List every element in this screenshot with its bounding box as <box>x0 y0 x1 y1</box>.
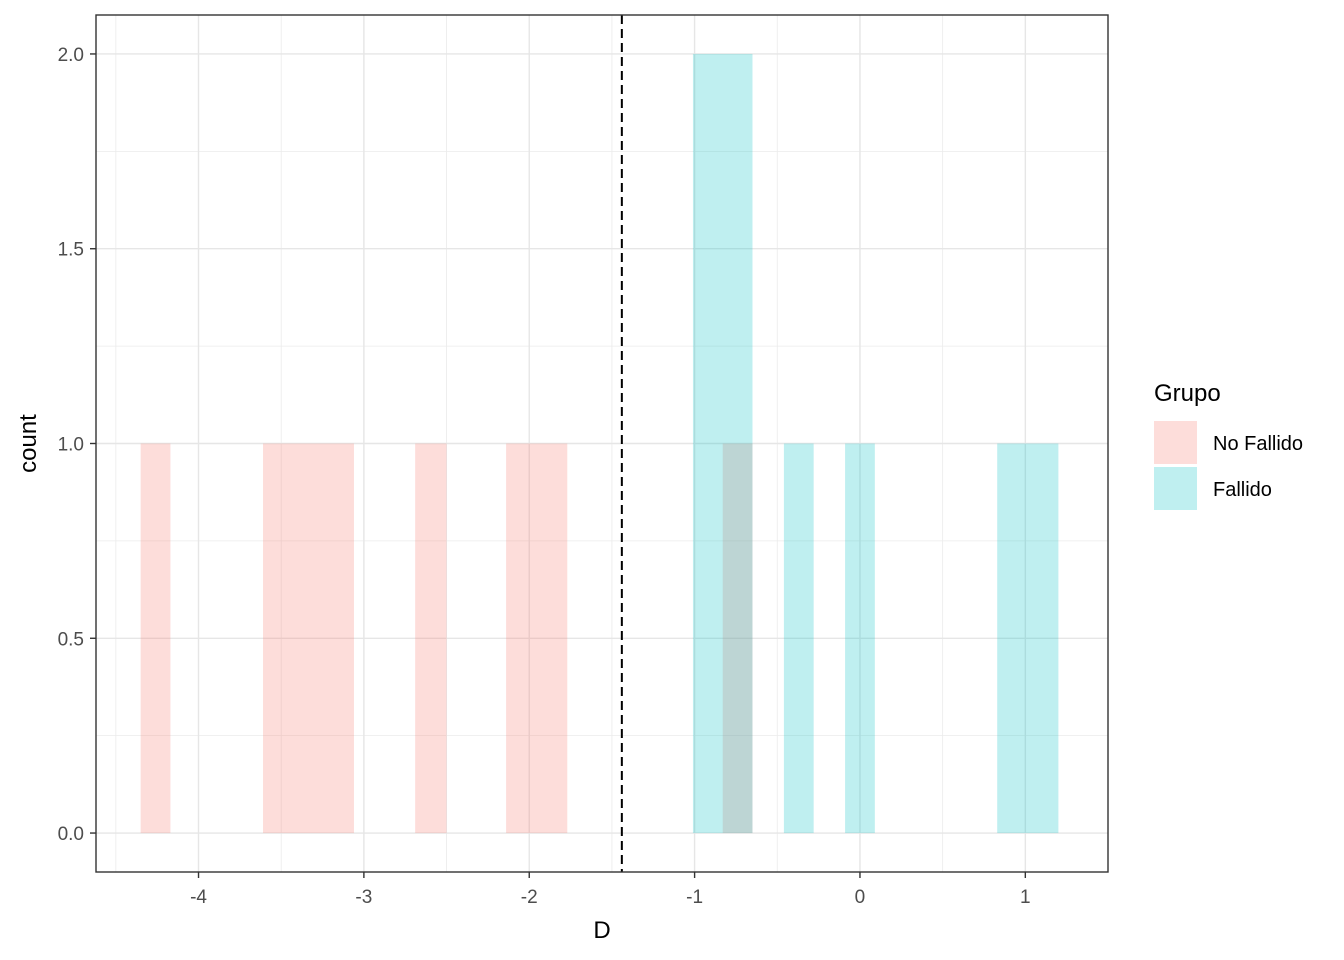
bar-fallido <box>997 443 1059 834</box>
bar-fallido <box>845 443 875 834</box>
y-axis-title: count <box>15 414 42 473</box>
bar-no-fallido <box>140 443 171 834</box>
bar-no-fallido <box>263 443 354 834</box>
legend-label: No Fallido <box>1213 433 1303 455</box>
legend-key-no-fallido <box>1154 421 1197 464</box>
x-axis: -4 -3 -2 -1 0 1 <box>190 872 1031 908</box>
bar-fallido <box>692 53 753 834</box>
y-tick-label: 1.5 <box>58 240 84 261</box>
y-tick-label: 0.5 <box>58 629 84 650</box>
legend-title: Grupo <box>1154 380 1221 407</box>
x-axis-title: D <box>593 917 610 944</box>
y-axis: 0.0 0.5 1.0 1.5 2.0 <box>58 45 96 845</box>
bar-no-fallido <box>506 443 568 834</box>
x-tick-label: -2 <box>521 887 538 908</box>
x-tick-label: 1 <box>1020 887 1031 908</box>
y-tick-label: 2.0 <box>58 45 84 66</box>
legend-key-bg <box>1154 467 1197 510</box>
legend-key-fallido <box>1154 467 1197 510</box>
legend: Grupo No Fallido Fallido <box>1154 380 1303 510</box>
bar-fallido <box>783 443 814 834</box>
bar-no-fallido <box>722 443 753 834</box>
bar-no-fallido <box>415 443 447 834</box>
y-tick-label: 1.0 <box>58 435 84 456</box>
x-tick-label: -1 <box>686 887 703 908</box>
x-tick-label: -3 <box>355 887 372 908</box>
legend-label: Fallido <box>1213 479 1272 501</box>
x-tick-label: -4 <box>190 887 207 908</box>
x-tick-label: 0 <box>855 887 866 908</box>
legend-key-bg <box>1154 421 1197 464</box>
histogram-bars <box>140 53 1059 834</box>
y-tick-label: 0.0 <box>58 824 84 845</box>
major-gridlines <box>96 15 1108 872</box>
